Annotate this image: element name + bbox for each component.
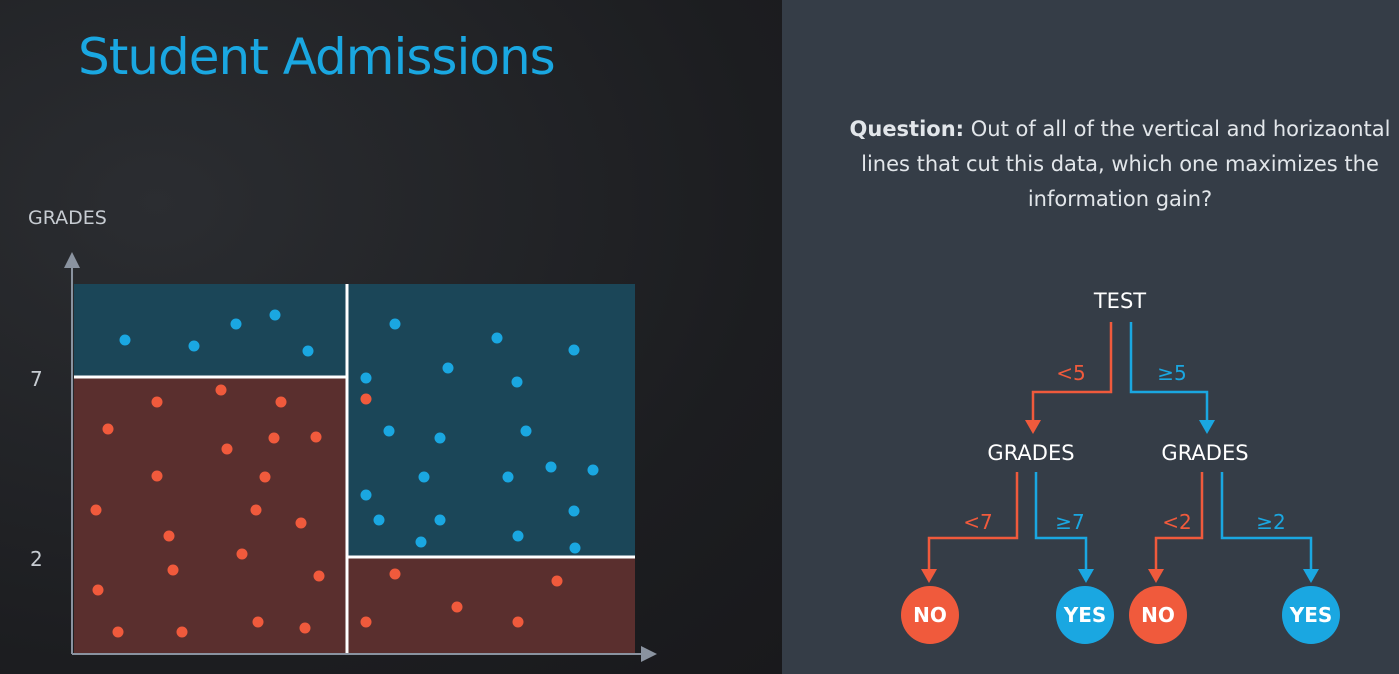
right-panel bbox=[782, 0, 1399, 674]
data-point-blue bbox=[568, 505, 580, 517]
data-point-red bbox=[551, 575, 563, 587]
root-right-edge-label: ≥5 bbox=[1157, 361, 1186, 385]
data-point-red bbox=[92, 584, 104, 596]
leaf-yes-label: YES bbox=[1289, 603, 1333, 627]
data-point-red bbox=[259, 471, 271, 483]
right-node-left-edge-label: <2 bbox=[1162, 510, 1191, 534]
data-point-red bbox=[295, 517, 307, 529]
data-point-blue bbox=[569, 542, 581, 554]
right-node-right-edge-label: ≥2 bbox=[1256, 510, 1285, 534]
arrow-down-icon bbox=[1303, 569, 1319, 583]
data-point-red bbox=[167, 564, 179, 576]
leaf-no-circle bbox=[901, 586, 959, 644]
y-tick-2: 2 bbox=[30, 547, 43, 571]
data-point-blue bbox=[230, 318, 242, 330]
question-body: Out of all of the vertical and horizaont… bbox=[861, 117, 1391, 211]
data-point-blue bbox=[587, 464, 599, 476]
right-node-right-edge-line bbox=[1220, 472, 1313, 572]
data-point-red bbox=[163, 530, 175, 542]
data-point-blue bbox=[434, 432, 446, 444]
data-point-blue bbox=[418, 471, 430, 483]
x-axis-arrow-icon bbox=[641, 646, 657, 662]
data-point-red bbox=[451, 601, 463, 613]
data-point-red bbox=[90, 504, 102, 516]
arrow-down-icon bbox=[1078, 569, 1094, 583]
y-axis-arrow-icon bbox=[64, 252, 80, 268]
arrow-down-icon bbox=[921, 569, 937, 583]
root-left-edge-label: <5 bbox=[1056, 361, 1085, 385]
arrow-down-icon bbox=[1025, 420, 1041, 434]
data-point-blue bbox=[373, 514, 385, 526]
question-label: Question: bbox=[849, 117, 965, 141]
data-point-red bbox=[151, 396, 163, 408]
leaf-no-label: NO bbox=[1141, 603, 1175, 627]
y-tick-7: 7 bbox=[30, 367, 43, 391]
data-point-red bbox=[360, 616, 372, 628]
tree-left-node-label: GRADES bbox=[987, 441, 1074, 465]
decision-tree: TEST <5 ≥5 GRADES GRADES <7 ≥7 <2 ≥2 NO … bbox=[901, 289, 1340, 644]
data-point-blue bbox=[360, 489, 372, 501]
region-bottom-left-red bbox=[74, 377, 347, 654]
data-point-blue bbox=[520, 425, 532, 437]
data-point-red bbox=[299, 622, 311, 634]
data-point-blue bbox=[491, 332, 503, 344]
left-node-left-edge-label: <7 bbox=[963, 510, 992, 534]
region-top-left-blue bbox=[74, 284, 347, 377]
data-point-red bbox=[102, 423, 114, 435]
arrow-down-icon bbox=[1148, 569, 1164, 583]
data-point-blue bbox=[512, 530, 524, 542]
leaf-no-circle bbox=[1129, 586, 1187, 644]
data-point-red bbox=[221, 443, 233, 455]
data-points bbox=[90, 309, 599, 638]
y-axis-label: GRADES bbox=[28, 207, 107, 229]
slide-title: Student Admissions bbox=[78, 28, 556, 86]
tree-right-node-label: GRADES bbox=[1161, 441, 1248, 465]
data-point-blue bbox=[119, 334, 131, 346]
data-point-red bbox=[215, 384, 227, 396]
data-point-blue bbox=[415, 536, 427, 548]
root-right-edge-line bbox=[1129, 322, 1209, 424]
data-point-red bbox=[389, 568, 401, 580]
data-point-red bbox=[313, 570, 325, 582]
question-text: Question: Out of all of the vertical and… bbox=[840, 112, 1399, 217]
data-point-blue bbox=[502, 471, 514, 483]
data-point-blue bbox=[383, 425, 395, 437]
data-point-blue bbox=[511, 376, 523, 388]
leaf-yes-circle bbox=[1056, 586, 1114, 644]
data-point-blue bbox=[568, 344, 580, 356]
tree-root-label: TEST bbox=[1093, 289, 1146, 313]
data-point-blue bbox=[434, 514, 446, 526]
data-point-blue bbox=[360, 372, 372, 384]
data-point-red bbox=[268, 432, 280, 444]
data-point-red bbox=[151, 470, 163, 482]
data-point-blue bbox=[188, 340, 200, 352]
leaf-no-label: NO bbox=[913, 603, 947, 627]
left-node-right-edge-label: ≥7 bbox=[1055, 510, 1084, 534]
data-point-red bbox=[310, 431, 322, 443]
data-point-red bbox=[250, 504, 262, 516]
left-node-left-edge-line bbox=[927, 472, 1019, 572]
data-point-blue bbox=[389, 318, 401, 330]
data-point-blue bbox=[442, 362, 454, 374]
data-point-red bbox=[236, 548, 248, 560]
scatter-plot: GRADES 7 2 bbox=[28, 207, 657, 662]
data-point-blue bbox=[269, 309, 281, 321]
data-point-blue bbox=[302, 345, 314, 357]
leaf-yes-circle bbox=[1282, 586, 1340, 644]
arrow-down-icon bbox=[1199, 420, 1215, 434]
data-point-red bbox=[360, 393, 372, 405]
root-left-edge-line bbox=[1031, 322, 1113, 424]
left-node-right-edge-line bbox=[1034, 472, 1088, 572]
data-point-red bbox=[176, 626, 188, 638]
data-point-red bbox=[512, 616, 524, 628]
data-point-red bbox=[275, 396, 287, 408]
data-point-red bbox=[112, 626, 124, 638]
right-node-left-edge-line bbox=[1154, 472, 1204, 572]
data-point-blue bbox=[545, 461, 557, 473]
data-point-red bbox=[252, 616, 264, 628]
leaf-yes-label: YES bbox=[1063, 603, 1107, 627]
